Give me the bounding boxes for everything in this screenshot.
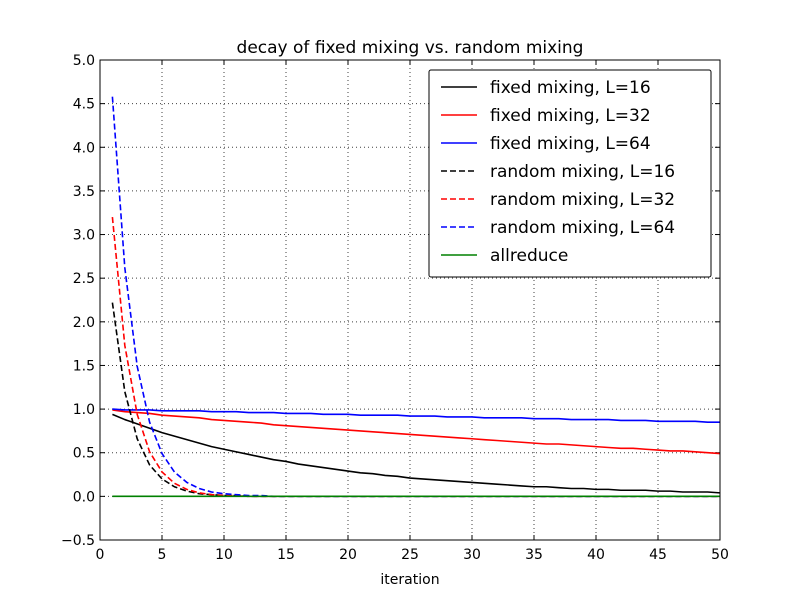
y-tick-label: 5.0	[73, 53, 95, 69]
x-tick-label: 20	[339, 547, 357, 563]
legend-label: fixed mixing, L=64	[490, 134, 651, 154]
chart-title: decay of fixed mixing vs. random mixing	[237, 38, 584, 58]
x-tick-label: 10	[215, 547, 233, 563]
x-tick-label: 15	[277, 547, 295, 563]
series-line-0	[112, 413, 721, 494]
y-tick-label: 1.5	[73, 358, 95, 374]
x-tick-label: 30	[463, 547, 481, 563]
y-tick-label: 0.0	[73, 489, 95, 505]
legend: fixed mixing, L=16 fixed mixing, L=32 fixe…	[428, 69, 712, 278]
x-tick-label: 25	[401, 547, 419, 563]
x-tick-label: 0	[96, 547, 105, 563]
y-tick-label: 1.0	[73, 402, 95, 418]
plot-frame	[99, 59, 721, 541]
y-tick-label: 0.5	[73, 446, 95, 462]
series-lines	[111, 96, 721, 498]
series-line-2	[112, 408, 720, 423]
tick-labels: 0 5 10 15 20 25 30 35 40 45 50 −0.5 0.0 0.5 1.0 1.5 2.0 2…	[61, 53, 729, 563]
series-line-1	[112, 409, 721, 455]
legend-label: fixed mixing, L=32	[490, 106, 651, 126]
x-tick-label: 5	[158, 547, 167, 563]
y-tick-label: 4.0	[73, 140, 95, 156]
x-tick-label: 45	[649, 547, 667, 563]
legend-label: random mixing, L=32	[490, 190, 675, 210]
y-tick-label: 2.5	[73, 271, 95, 287]
y-tick-label: −0.5	[61, 533, 95, 549]
y-tick-label: 3.5	[73, 184, 95, 200]
x-tick-label: 35	[525, 547, 543, 563]
x-tick-label: 40	[587, 547, 605, 563]
legend-label: random mixing, L=64	[490, 218, 675, 238]
legend-label: fixed mixing, L=16	[490, 78, 651, 98]
legend-label: random mixing, L=16	[490, 162, 675, 182]
y-tick-label: 3.0	[73, 228, 95, 244]
legend-label: allreduce	[490, 246, 568, 266]
y-tick-label: 4.5	[73, 97, 95, 113]
legend-box	[428, 69, 712, 278]
x-tick-label: 50	[711, 547, 729, 563]
y-tick-label: 2.0	[73, 315, 95, 331]
x-axis-label: iteration	[380, 572, 439, 588]
